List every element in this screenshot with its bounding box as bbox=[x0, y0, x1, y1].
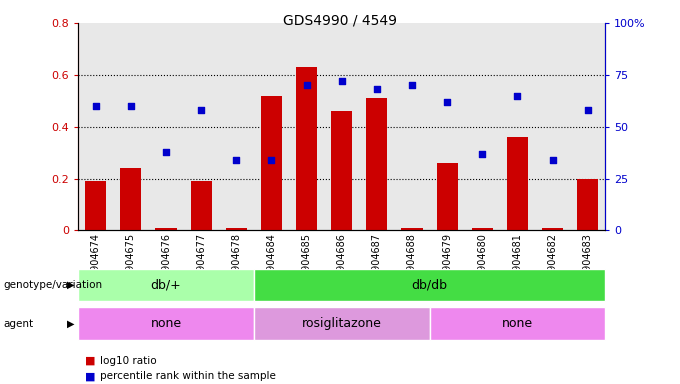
Bar bbox=[472, 228, 493, 230]
Point bbox=[196, 107, 207, 113]
Bar bbox=[261, 96, 282, 230]
Bar bbox=[324, 23, 359, 230]
Bar bbox=[190, 181, 211, 230]
Bar bbox=[289, 23, 324, 230]
Bar bbox=[570, 23, 605, 230]
Text: ■: ■ bbox=[85, 371, 95, 381]
Bar bbox=[331, 111, 352, 230]
Bar bbox=[226, 228, 247, 230]
Bar bbox=[535, 23, 570, 230]
Text: GDS4990 / 4549: GDS4990 / 4549 bbox=[283, 13, 397, 27]
Text: ▶: ▶ bbox=[67, 280, 75, 290]
Point bbox=[442, 99, 453, 105]
Bar bbox=[156, 228, 177, 230]
Text: none: none bbox=[150, 317, 182, 330]
Point bbox=[301, 82, 312, 88]
Point bbox=[512, 93, 523, 99]
Bar bbox=[577, 179, 598, 230]
Bar bbox=[184, 23, 219, 230]
Point bbox=[125, 103, 136, 109]
Text: agent: agent bbox=[3, 318, 33, 329]
Text: log10 ratio: log10 ratio bbox=[100, 356, 156, 366]
Bar bbox=[367, 98, 388, 230]
Point bbox=[582, 107, 593, 113]
Bar bbox=[430, 23, 464, 230]
Point bbox=[371, 86, 382, 93]
Point bbox=[231, 157, 242, 163]
Point bbox=[477, 151, 488, 157]
Text: genotype/variation: genotype/variation bbox=[3, 280, 103, 290]
Text: percentile rank within the sample: percentile rank within the sample bbox=[100, 371, 276, 381]
Text: rosiglitazone: rosiglitazone bbox=[302, 317, 381, 330]
Bar bbox=[254, 23, 289, 230]
Text: ■: ■ bbox=[85, 356, 95, 366]
Bar bbox=[219, 23, 254, 230]
Point bbox=[90, 103, 101, 109]
Point bbox=[336, 78, 347, 84]
Bar bbox=[148, 23, 184, 230]
Point bbox=[547, 157, 558, 163]
Bar bbox=[78, 23, 114, 230]
Point bbox=[266, 157, 277, 163]
Text: ▶: ▶ bbox=[67, 318, 75, 329]
Text: db/+: db/+ bbox=[151, 279, 182, 291]
Text: none: none bbox=[502, 317, 533, 330]
Bar bbox=[500, 23, 535, 230]
Bar bbox=[437, 163, 458, 230]
Bar bbox=[120, 168, 141, 230]
Point bbox=[160, 149, 171, 155]
Bar bbox=[296, 67, 317, 230]
Bar bbox=[507, 137, 528, 230]
Bar bbox=[401, 228, 422, 230]
Bar bbox=[394, 23, 430, 230]
Point bbox=[407, 82, 418, 88]
Bar bbox=[542, 228, 563, 230]
Bar bbox=[464, 23, 500, 230]
Bar bbox=[359, 23, 394, 230]
Bar bbox=[114, 23, 148, 230]
Bar bbox=[85, 181, 106, 230]
Text: db/db: db/db bbox=[411, 279, 447, 291]
